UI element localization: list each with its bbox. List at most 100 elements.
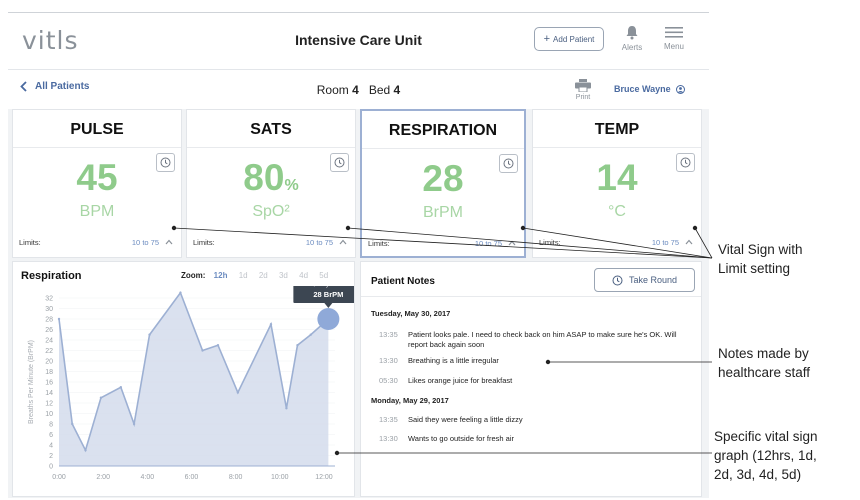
zoom-option-3d[interactable]: 3d bbox=[278, 271, 288, 280]
clock-icon bbox=[334, 157, 345, 168]
y-tick-label: 32 bbox=[45, 296, 53, 303]
zoom-option-2d[interactable]: 2d bbox=[258, 271, 268, 280]
all-patients-link[interactable]: All Patients bbox=[20, 81, 89, 92]
user-menu[interactable]: Bruce Wayne bbox=[614, 84, 685, 94]
app-frame: vitls Intensive Care Unit + Add Patient … bbox=[8, 12, 709, 498]
zoom-option-1d[interactable]: 1d bbox=[238, 271, 248, 280]
chevron-up-icon[interactable] bbox=[339, 239, 347, 245]
printer-icon bbox=[575, 79, 591, 92]
app-logo[interactable]: vitls bbox=[22, 26, 79, 55]
print-button[interactable]: Print bbox=[570, 79, 596, 101]
limits-range: 10 to 75 bbox=[131, 238, 159, 247]
bed-number: 4 bbox=[393, 83, 401, 97]
note-text: Breathing is a little irregular bbox=[408, 356, 499, 365]
hamburger-icon bbox=[665, 27, 683, 38]
alerts-label: Alerts bbox=[621, 43, 643, 52]
vital-card-respiration[interactable]: RESPIRATION 28 BrPM Limits: 10 to 75 bbox=[360, 109, 526, 258]
clock-icon bbox=[612, 275, 623, 285]
note-time: 13:35 bbox=[379, 330, 398, 339]
chevron-up-icon[interactable] bbox=[685, 239, 693, 245]
tooltip-pointer bbox=[324, 303, 333, 308]
user-icon bbox=[675, 84, 685, 94]
app-header: vitls Intensive Care Unit + Add Patient … bbox=[8, 13, 709, 70]
zoom-label: Zoom: bbox=[181, 271, 206, 280]
history-button[interactable] bbox=[499, 154, 518, 173]
y-tick-label: 8 bbox=[49, 422, 53, 429]
card-divider bbox=[533, 147, 701, 148]
menu-button[interactable]: Menu bbox=[659, 25, 689, 51]
y-tick-label: 24 bbox=[45, 338, 53, 345]
vital-value: 45 bbox=[13, 157, 181, 199]
alerts-button[interactable]: Alerts bbox=[617, 25, 647, 52]
zoom-option-4d[interactable]: 4d bbox=[299, 271, 309, 280]
x-tick-label: 8:00 bbox=[229, 474, 243, 481]
annotation-line: 2d, 3d, 4d, 5d) bbox=[714, 467, 802, 482]
note-text: Likes orange juice for breakfast bbox=[408, 376, 513, 385]
vital-card-temp[interactable]: TEMP 14 °C Limits: 10 to 75 bbox=[532, 109, 702, 258]
y-tick-label: 12 bbox=[45, 401, 53, 408]
y-tick-label: 28 bbox=[45, 317, 53, 324]
vital-unit: °C bbox=[608, 203, 626, 220]
card-divider bbox=[187, 147, 355, 148]
chevron-up-icon[interactable] bbox=[508, 240, 516, 246]
vital-unit: BrPM bbox=[423, 204, 463, 221]
tooltip-value: 28 BrPM bbox=[313, 290, 343, 299]
vital-value-number: 28 bbox=[422, 158, 464, 199]
bed-label: Bed bbox=[368, 83, 391, 97]
notes-title: Patient Notes bbox=[371, 276, 435, 287]
data-point bbox=[132, 422, 136, 426]
history-button[interactable] bbox=[676, 153, 695, 172]
x-tick-label: 10:00 bbox=[271, 474, 289, 481]
vital-title: TEMP bbox=[594, 121, 640, 138]
vital-value-suffix: % bbox=[284, 177, 299, 194]
history-button[interactable] bbox=[156, 153, 175, 172]
y-axis-label: Breaths Per Minute (BrPM) bbox=[28, 340, 35, 424]
graph-title: Respiration bbox=[21, 270, 82, 282]
y-tick-label: 0 bbox=[49, 464, 53, 471]
plus-icon: + bbox=[543, 33, 551, 45]
note-time: 13:30 bbox=[379, 356, 398, 365]
vital-unit: BPM bbox=[79, 203, 115, 220]
chevron-up-icon[interactable] bbox=[165, 239, 173, 245]
y-tick-label: 20 bbox=[45, 359, 53, 366]
annotation-graph: Specific vital sign graph (12hrs, 1d, 2d… bbox=[714, 427, 818, 484]
zoom-option-5d[interactable]: 5d bbox=[319, 271, 329, 280]
menu-label: Menu bbox=[663, 42, 684, 51]
highlight-point bbox=[317, 308, 340, 330]
annotation-line: graph (12hrs, 1d, bbox=[714, 448, 817, 463]
data-point bbox=[99, 396, 103, 399]
take-round-button[interactable]: Take Round bbox=[594, 268, 695, 292]
user-name: Bruce Wayne bbox=[614, 84, 671, 94]
vital-card-sats[interactable]: SATS 80% SpO² Limits: 10 to 75 bbox=[186, 109, 356, 258]
history-button[interactable] bbox=[330, 153, 349, 172]
annotation-line: Vital Sign with bbox=[718, 242, 803, 257]
vital-title: SATS bbox=[250, 121, 292, 138]
clock-icon bbox=[503, 158, 514, 169]
data-point bbox=[84, 449, 87, 452]
y-tick-label: 10 bbox=[45, 411, 53, 418]
limits-label: Limits: bbox=[19, 238, 41, 247]
data-point bbox=[71, 422, 74, 426]
tooltip-box bbox=[293, 286, 354, 303]
note-time: 13:35 bbox=[379, 415, 398, 424]
vital-card-pulse[interactable]: PULSE 45 BPM Limits: 10 to 75 bbox=[12, 109, 182, 258]
y-tick-label: 4 bbox=[49, 443, 53, 450]
limits-range: 10 to 75 bbox=[651, 238, 679, 247]
data-point bbox=[269, 323, 273, 326]
notes-divider bbox=[361, 296, 701, 297]
note-day-heading: Tuesday, May 30, 2017 bbox=[371, 309, 451, 318]
zoom-option-12h[interactable]: 12h bbox=[213, 271, 228, 280]
chevron-left-icon bbox=[20, 81, 27, 92]
series-line bbox=[58, 291, 329, 453]
annotation-vital: Vital Sign with Limit setting bbox=[718, 240, 803, 278]
data-point bbox=[119, 386, 123, 389]
limits-label: Limits: bbox=[368, 239, 390, 248]
data-point bbox=[296, 344, 299, 347]
y-tick-label: 22 bbox=[45, 348, 53, 355]
clock-icon bbox=[680, 157, 691, 168]
add-patient-button[interactable]: + Add Patient bbox=[534, 27, 604, 51]
data-point bbox=[201, 349, 204, 352]
vital-value-number: 14 bbox=[596, 157, 638, 198]
